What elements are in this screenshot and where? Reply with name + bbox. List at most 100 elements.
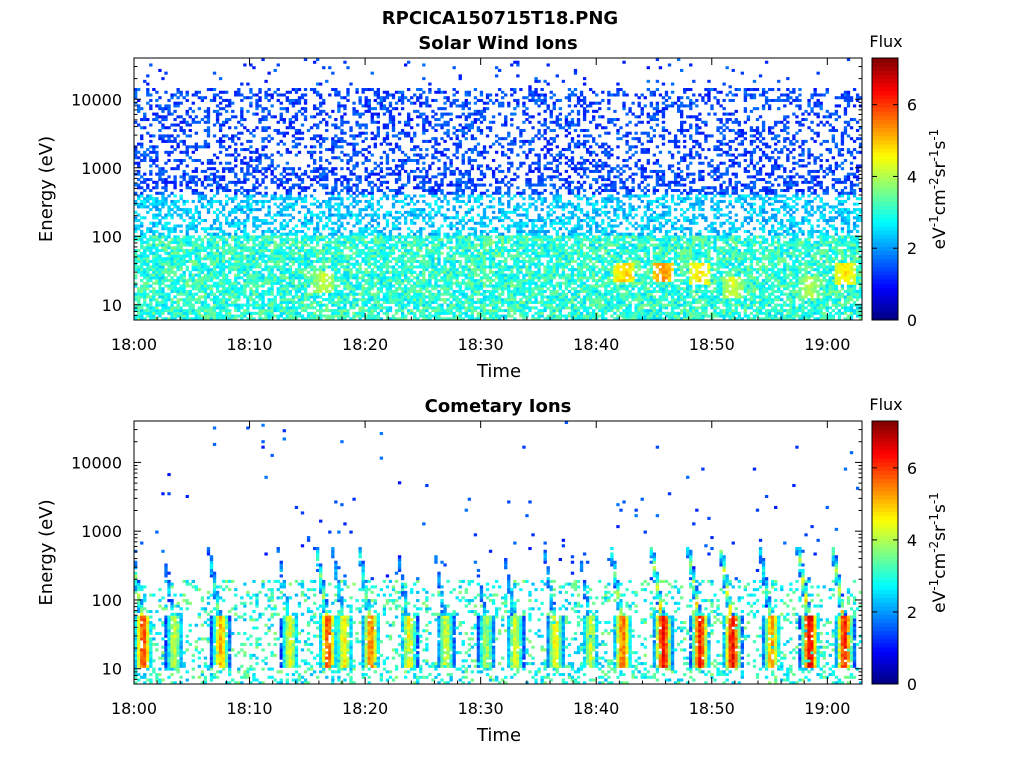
heatmap-cell	[458, 183, 462, 187]
heatmap-cell	[446, 240, 450, 244]
heatmap-cell	[194, 90, 198, 94]
heatmap-cell	[146, 240, 150, 244]
heatmap-cell	[164, 251, 168, 255]
heatmap-cell	[273, 249, 277, 253]
heatmap-cell	[134, 120, 138, 124]
heatmap-cell	[358, 115, 362, 119]
heatmap-cell	[237, 265, 241, 269]
heatmap-cell	[394, 167, 399, 171]
heatmap-cell	[358, 240, 362, 244]
heatmap-cell	[234, 251, 238, 255]
heatmap-cell	[206, 254, 211, 258]
heatmap-cell	[291, 300, 296, 304]
heatmap-cell	[146, 197, 150, 201]
heatmap-cell	[279, 259, 283, 263]
heatmap-cell	[276, 268, 280, 272]
heatmap-cell	[243, 270, 247, 274]
heatmap-cell	[282, 292, 286, 296]
heatmap-cell	[137, 289, 141, 294]
heatmap-cell	[161, 262, 165, 266]
heatmap-cell	[215, 191, 220, 195]
heatmap-cell	[203, 311, 208, 315]
heatmap-cell	[400, 240, 405, 244]
heatmap-cell	[346, 262, 350, 266]
heatmap-cell	[182, 311, 186, 315]
heatmap-cell	[252, 311, 256, 315]
heatmap-cell	[312, 273, 317, 277]
heatmap-cell	[340, 309, 344, 313]
heatmap-cell	[434, 210, 438, 214]
heatmap-cell	[343, 303, 347, 307]
heatmap-cell	[279, 300, 283, 304]
heatmap-cell	[464, 298, 468, 302]
heatmap-cell	[461, 101, 465, 105]
heatmap-cell	[243, 126, 247, 130]
heatmap-cell	[431, 265, 435, 269]
heatmap-cell	[410, 259, 414, 263]
heatmap-cell	[188, 224, 192, 228]
heatmap-cell	[158, 191, 162, 195]
heatmap-cell	[431, 216, 435, 220]
heatmap-cell	[170, 112, 174, 116]
heatmap-cell	[461, 126, 465, 130]
heatmap-cell	[252, 194, 256, 198]
heatmap-cell	[358, 311, 362, 315]
heatmap-cell	[443, 243, 447, 247]
heatmap-cell	[203, 109, 208, 113]
heatmap-cell	[322, 213, 326, 217]
heatmap-cell	[400, 243, 405, 247]
heatmap-cell	[212, 238, 217, 242]
heatmap-cell	[152, 224, 156, 228]
heatmap-cell	[431, 175, 435, 179]
heatmap-cell	[452, 101, 456, 105]
heatmap-cell	[261, 268, 265, 272]
heatmap-cell	[379, 303, 384, 307]
heatmap-cell	[218, 303, 223, 307]
heatmap-cell	[185, 289, 189, 294]
heatmap-cell	[394, 145, 399, 149]
heatmap-cell	[252, 221, 256, 225]
heatmap-cell	[328, 317, 332, 321]
heatmap-cell	[364, 98, 368, 102]
heatmap-cell	[291, 279, 296, 283]
heatmap-cell	[285, 281, 289, 285]
heatmap-cell	[161, 246, 165, 250]
heatmap-cell	[140, 107, 144, 111]
heatmap-cell	[225, 120, 229, 124]
heatmap-cell	[134, 314, 138, 318]
heatmap-cell	[300, 317, 305, 321]
heatmap-cell	[291, 186, 296, 190]
heatmap-cell	[137, 300, 141, 304]
heatmap-cell	[161, 126, 165, 130]
heatmap-cell	[352, 134, 356, 138]
heatmap-cell	[343, 186, 347, 190]
heatmap-cell	[234, 300, 238, 304]
heatmap-cell	[182, 235, 186, 239]
heatmap-cell	[416, 183, 420, 187]
heatmap-cell	[461, 235, 465, 239]
heatmap-cell	[322, 210, 326, 214]
heatmap-cell	[425, 118, 429, 122]
heatmap-cell	[143, 292, 147, 296]
heatmap-cell	[410, 199, 414, 203]
heatmap-cell	[461, 306, 465, 310]
heatmap-cell	[206, 178, 211, 182]
heatmap-cell	[252, 134, 256, 138]
heatmap-cell	[279, 221, 283, 225]
heatmap-cell	[185, 235, 189, 239]
heatmap-cell	[143, 232, 147, 236]
heatmap-cell	[149, 227, 153, 231]
heatmap-cell	[270, 268, 274, 272]
heatmap-cell	[370, 219, 374, 223]
heatmap-cell	[234, 243, 238, 247]
heatmap-cell	[161, 240, 165, 244]
heatmap-cell	[206, 279, 211, 283]
heatmap-cell	[364, 243, 368, 247]
heatmap-cell	[300, 93, 305, 97]
heatmap-cell	[237, 246, 241, 250]
heatmap-cell	[373, 298, 377, 302]
heatmap-cell	[331, 287, 335, 291]
heatmap-cell	[325, 191, 329, 195]
heatmap-cell	[312, 150, 317, 154]
heatmap-cell	[413, 134, 417, 138]
